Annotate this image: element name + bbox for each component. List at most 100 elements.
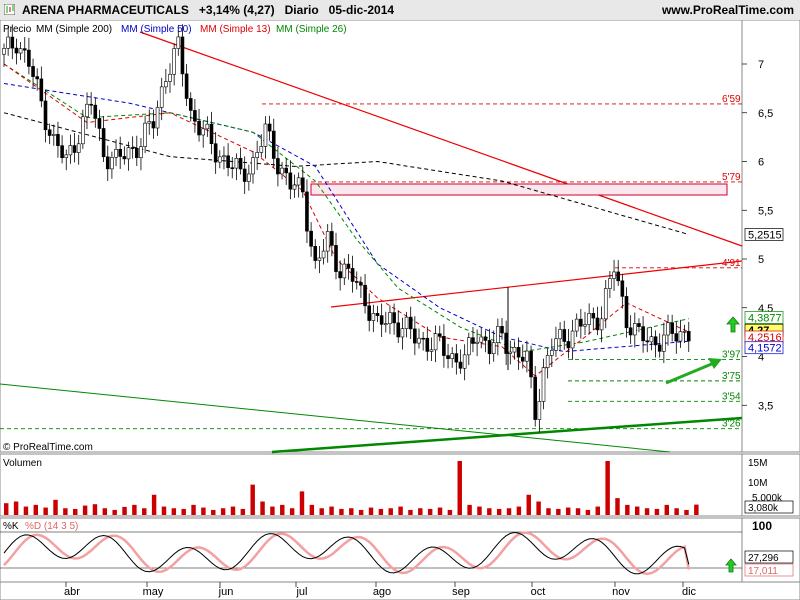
candle-body[interactable] xyxy=(68,145,73,156)
sma200-line[interactable] xyxy=(3,112,689,235)
volume-bar[interactable] xyxy=(634,506,640,515)
candle-body[interactable] xyxy=(296,177,301,186)
candle-body[interactable] xyxy=(446,355,450,359)
candle-body[interactable] xyxy=(649,336,654,343)
candle-body[interactable] xyxy=(678,331,683,342)
candle-body[interactable] xyxy=(93,104,98,119)
candle-body[interactable] xyxy=(6,36,10,49)
candle-body[interactable] xyxy=(637,323,641,327)
candle-body[interactable] xyxy=(300,177,305,193)
candle-body[interactable] xyxy=(674,333,679,342)
candle-body[interactable] xyxy=(620,280,625,297)
legend-sma50[interactable]: MM (Simple 50) xyxy=(121,24,192,35)
volume-bar[interactable] xyxy=(270,506,275,515)
resistance-zone[interactable] xyxy=(310,183,728,196)
candle-body[interactable] xyxy=(271,130,276,159)
volume-bar[interactable] xyxy=(220,508,226,515)
candle-body[interactable] xyxy=(247,173,251,182)
candle-body[interactable] xyxy=(616,271,621,282)
candle-body[interactable] xyxy=(321,250,326,259)
candle-body[interactable] xyxy=(608,278,612,289)
volume-bar[interactable] xyxy=(102,508,108,515)
candle-body[interactable] xyxy=(209,123,214,145)
candle-body[interactable] xyxy=(193,110,197,122)
candle-body[interactable] xyxy=(545,355,550,368)
candle-body[interactable] xyxy=(429,349,434,352)
candle-body[interactable] xyxy=(31,66,35,77)
candle-body[interactable] xyxy=(579,318,583,327)
volume-bar[interactable] xyxy=(289,508,295,515)
volume-bar[interactable] xyxy=(73,508,78,515)
candle-body[interactable] xyxy=(27,49,31,67)
candle-body[interactable] xyxy=(338,271,342,279)
candle-body[interactable] xyxy=(520,356,525,362)
candle-body[interactable] xyxy=(375,313,380,316)
candle-body[interactable] xyxy=(230,167,235,169)
volume-bar[interactable] xyxy=(368,507,374,515)
candle-body[interactable] xyxy=(14,47,19,54)
stoch-k-line[interactable] xyxy=(3,531,690,575)
candle-body[interactable] xyxy=(529,350,533,378)
volume-bar[interactable] xyxy=(664,504,669,515)
candle-body[interactable] xyxy=(139,146,143,158)
candle-body[interactable] xyxy=(280,167,284,175)
volume-bar[interactable] xyxy=(299,491,305,515)
volume-bar[interactable] xyxy=(358,509,364,515)
candle-body[interactable] xyxy=(491,342,496,355)
candle-body[interactable] xyxy=(284,167,289,174)
candle-body[interactable] xyxy=(442,336,446,356)
candle-body[interactable] xyxy=(267,123,272,132)
stoch-d-line[interactable] xyxy=(3,531,691,576)
volume-bar[interactable] xyxy=(605,461,610,515)
volume-bar[interactable] xyxy=(260,501,265,516)
volume-bar[interactable] xyxy=(536,501,541,516)
candle-body[interactable] xyxy=(201,128,205,136)
candle-body[interactable] xyxy=(255,152,259,158)
volume-bar[interactable] xyxy=(427,508,433,515)
candle-body[interactable] xyxy=(242,168,247,182)
candle-body[interactable] xyxy=(205,123,210,130)
candle-body[interactable] xyxy=(379,315,384,325)
candle-body[interactable] xyxy=(114,149,118,158)
green-support-line[interactable] xyxy=(271,416,743,454)
candle-body[interactable] xyxy=(624,296,629,329)
volume-bar[interactable] xyxy=(378,508,384,515)
candle-body[interactable] xyxy=(105,156,110,170)
candle-body[interactable] xyxy=(367,305,372,321)
candle-body[interactable] xyxy=(101,128,106,158)
candle-body[interactable] xyxy=(130,147,135,149)
candle-body[interactable] xyxy=(309,230,313,247)
candle-body[interactable] xyxy=(595,317,600,331)
candle-body[interactable] xyxy=(475,341,479,344)
legend-sma26[interactable]: MM (Simple 26) xyxy=(276,24,347,35)
candle-body[interactable] xyxy=(305,191,309,232)
volume-bar[interactable] xyxy=(418,508,423,515)
candle-body[interactable] xyxy=(645,340,650,343)
candle-body[interactable] xyxy=(525,350,529,362)
volume-bar[interactable] xyxy=(92,504,98,515)
candle-body[interactable] xyxy=(346,263,351,269)
legend-sma200[interactable]: MM (Simple 200) xyxy=(36,24,112,35)
volume-bar[interactable] xyxy=(615,498,620,515)
volume-bar[interactable] xyxy=(132,504,137,515)
candle-body[interactable] xyxy=(516,347,521,358)
candle-body[interactable] xyxy=(135,147,139,158)
candle-body[interactable] xyxy=(566,341,571,349)
candle-body[interactable] xyxy=(226,155,230,168)
candle-body[interactable] xyxy=(234,158,239,169)
candle-body[interactable] xyxy=(666,322,670,336)
candle-body[interactable] xyxy=(500,326,504,334)
volume-bar[interactable] xyxy=(240,508,246,515)
candle-body[interactable] xyxy=(176,36,181,49)
candle-body[interactable] xyxy=(554,338,558,351)
candle-body[interactable] xyxy=(172,48,176,75)
candle-body[interactable] xyxy=(641,326,645,342)
candle-body[interactable] xyxy=(392,312,396,324)
candle-body[interactable] xyxy=(662,334,666,352)
volume-bar[interactable] xyxy=(4,503,9,515)
sma26-line[interactable] xyxy=(3,63,689,353)
volume-bar[interactable] xyxy=(487,508,492,515)
candle-body[interactable] xyxy=(462,354,467,369)
candle-body[interactable] xyxy=(85,103,89,118)
volume-bar[interactable] xyxy=(23,506,29,515)
